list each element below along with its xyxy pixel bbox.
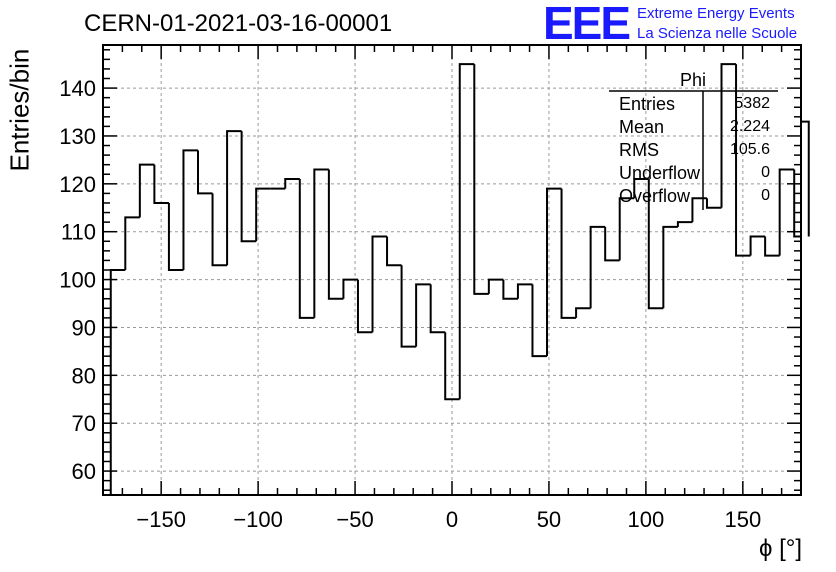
histogram-bin — [386, 236, 402, 267]
histogram-bin — [429, 284, 446, 334]
histogram-bin — [604, 226, 620, 262]
stat-mean-value: 2.224 — [729, 118, 770, 135]
histogram-bin — [487, 278, 504, 294]
histogram-bin — [676, 221, 693, 227]
logo-line-1: Extreme Energy Events — [637, 5, 795, 22]
x-tick-label: 100 — [628, 507, 665, 532]
logo-line-2: La Scienza nelle Scuole — [637, 25, 798, 42]
histogram-bin — [284, 178, 300, 189]
y-tick-label: 90 — [72, 315, 96, 340]
y-tick-label: 60 — [72, 459, 96, 484]
stat-entries-label: Entries — [619, 94, 676, 114]
histogram-bin — [546, 187, 562, 357]
stat-overflow-value: 0 — [761, 187, 770, 204]
histogram-bin — [560, 188, 577, 319]
histogram-bin — [197, 150, 213, 195]
histogram-bin — [167, 202, 184, 271]
histogram-bin — [458, 63, 475, 400]
stats-title: Phi — [680, 70, 707, 90]
x-tick-label: −150 — [136, 507, 186, 532]
histogram-bin — [109, 269, 126, 495]
stat-underflow-label: Underflow — [619, 163, 701, 183]
y-tick-label: 140 — [59, 76, 96, 101]
histogram-bin — [516, 283, 533, 299]
x-tick-label: −100 — [233, 507, 283, 532]
histogram-bin — [313, 168, 329, 318]
histogram-bin — [793, 169, 801, 238]
histogram-bin — [531, 284, 548, 358]
stat-entries-value: 5382 — [734, 95, 770, 112]
histogram-bin — [327, 169, 344, 300]
histogram-bin — [356, 279, 373, 334]
y-tick-label: 70 — [72, 411, 96, 436]
y-tick-label: 120 — [59, 172, 96, 197]
histogram-bin — [705, 198, 722, 209]
x-axis-label: ϕ [°] — [758, 535, 802, 562]
stat-rms-value: 105.6 — [729, 141, 770, 158]
x-tick-label: −50 — [336, 507, 373, 532]
histogram-bin — [618, 197, 635, 261]
y-tick-label: 80 — [72, 363, 96, 388]
histogram-bin — [371, 235, 388, 333]
histogram-bin — [211, 193, 228, 267]
y-tick-label: 130 — [59, 124, 96, 149]
histogram-bin — [691, 197, 707, 223]
histogram-bin — [800, 120, 810, 495]
stat-rms-label: RMS — [619, 140, 659, 160]
histogram-bin — [662, 225, 678, 309]
histogram-bin — [647, 179, 664, 310]
eee-logo: EEE — [543, 0, 631, 49]
histogram-bin — [342, 278, 358, 299]
stat-overflow-label: Overflow — [619, 186, 691, 206]
histogram-bin — [138, 163, 155, 218]
x-tick-label: 150 — [724, 507, 761, 532]
histogram-bin — [473, 64, 489, 295]
histogram-bin — [255, 187, 271, 242]
x-tick-label: 50 — [537, 507, 561, 532]
histogram-bin — [633, 178, 649, 199]
x-tick-label: 0 — [446, 507, 458, 532]
histogram-bin — [124, 216, 140, 270]
histogram-bin — [298, 179, 315, 319]
run-title: CERN-01-2021-03-16-00001 — [84, 10, 393, 37]
stat-mean-label: Mean — [619, 117, 665, 137]
y-tick-label: 100 — [59, 268, 96, 293]
histogram-bin — [400, 265, 417, 348]
histogram-bin — [735, 64, 751, 257]
histogram-bin — [502, 279, 518, 300]
y-tick-label: 110 — [61, 220, 96, 245]
histogram-bin — [749, 235, 766, 256]
histogram-bin — [764, 236, 780, 257]
histogram-bin — [444, 332, 460, 401]
y-axis-label: Entries/bin — [4, 48, 35, 172]
histogram-bin — [415, 283, 431, 347]
histogram-bin — [153, 164, 169, 204]
histogram-bin — [589, 225, 606, 309]
histogram-bin — [182, 149, 199, 270]
histogram-bin — [720, 63, 737, 208]
histogram-bin — [240, 131, 257, 243]
stat-underflow-value: 0 — [761, 164, 770, 181]
histogram-bin — [226, 130, 242, 266]
histogram-bin — [778, 168, 795, 256]
histogram-bin — [575, 307, 591, 318]
